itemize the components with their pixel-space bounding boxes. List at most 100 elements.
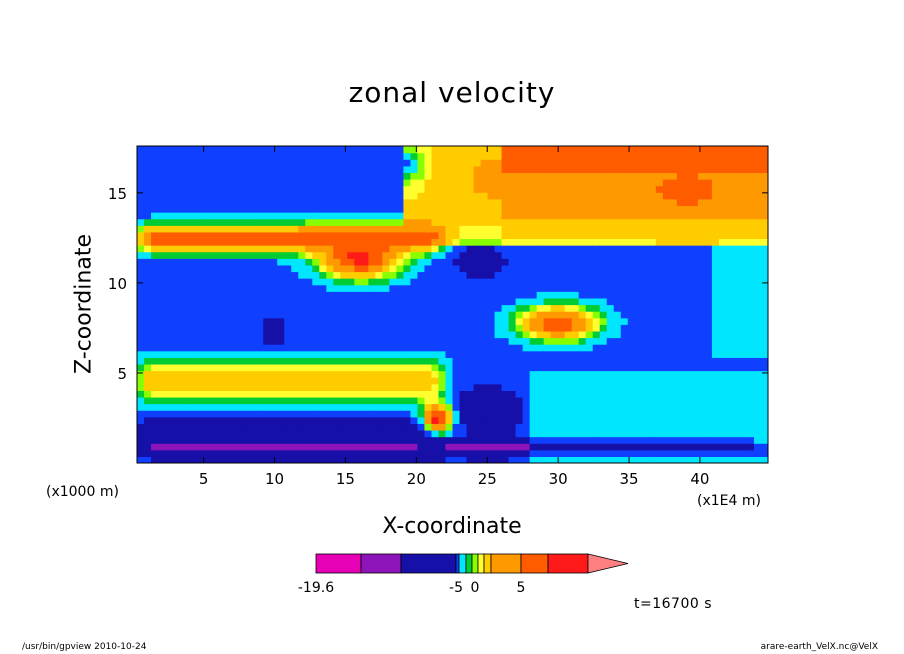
- field-cell: [459, 410, 468, 418]
- field-cell: [361, 350, 369, 358]
- field-cell: [354, 377, 362, 385]
- field-cell: [634, 363, 643, 372]
- field-cell: [200, 297, 208, 306]
- field-cell: [165, 238, 173, 246]
- field-cell: [333, 396, 341, 405]
- field-cell: [536, 284, 545, 292]
- field-cell: [172, 165, 180, 174]
- field-cell: [543, 218, 552, 226]
- field-cell: [172, 363, 180, 372]
- field-cell: [445, 403, 454, 411]
- field-cell: [396, 456, 405, 463]
- field-cell: [445, 363, 454, 372]
- field-cell: [298, 205, 306, 213]
- field-cell: [256, 416, 264, 424]
- field-cell: [277, 258, 285, 266]
- field-cell: [690, 390, 699, 398]
- field-cell: [340, 165, 348, 174]
- field-cell: [711, 258, 720, 266]
- field-cell: [445, 152, 454, 160]
- field-cell: [424, 436, 433, 444]
- field-cell: [501, 449, 510, 457]
- field-cell: [564, 179, 573, 187]
- field-cell: [662, 377, 671, 385]
- field-cell: [704, 456, 713, 463]
- field-cell: [403, 324, 412, 332]
- field-cell: [487, 172, 496, 180]
- field-cell: [753, 152, 762, 160]
- field-cell: [375, 192, 383, 200]
- field-cell: [396, 231, 405, 240]
- field-cell: [354, 231, 362, 240]
- field-cell: [403, 284, 412, 292]
- field-cell: [536, 291, 545, 299]
- field-cell: [627, 436, 636, 444]
- field-cell: [648, 238, 657, 246]
- field-cell: [508, 443, 517, 451]
- field-cell: [291, 192, 299, 200]
- field-cell: [438, 172, 447, 180]
- field-cell: [662, 185, 671, 193]
- field-cell: [165, 264, 173, 273]
- field-cell: [753, 436, 762, 444]
- field-cell: [557, 238, 566, 246]
- field-cell: [179, 410, 187, 418]
- field-cell: [515, 330, 524, 339]
- field-cell: [179, 212, 187, 220]
- field-cell: [284, 297, 292, 306]
- field-cell: [410, 218, 419, 226]
- field-cell: [466, 152, 475, 160]
- field-cell: [529, 212, 538, 220]
- field-cell: [235, 350, 243, 358]
- field-cell: [599, 449, 608, 457]
- field-cell: [536, 377, 545, 385]
- field-cell: [326, 363, 334, 372]
- field-cell: [648, 456, 657, 463]
- field-cell: [648, 429, 657, 438]
- field-cell: [228, 258, 236, 266]
- field-cell: [151, 317, 159, 325]
- field-cell: [284, 245, 292, 253]
- field-cell: [333, 449, 341, 457]
- field-cell: [249, 264, 257, 273]
- field-cell: [711, 146, 720, 154]
- field-cell: [599, 456, 608, 463]
- field-cell: [263, 304, 271, 312]
- field-cell: [452, 337, 461, 345]
- field-cell: [438, 297, 447, 306]
- field-cell: [228, 344, 236, 352]
- field-cell: [242, 245, 250, 253]
- field-cell: [634, 304, 643, 312]
- field-cell: [277, 324, 285, 332]
- field-cell: [585, 370, 594, 378]
- field-cell: [396, 251, 405, 259]
- field-cell: [340, 297, 348, 306]
- field-cell: [704, 383, 713, 391]
- field-cell: [536, 456, 545, 463]
- field-cell: [473, 238, 482, 246]
- field-cell: [249, 357, 257, 365]
- field-cell: [634, 377, 643, 385]
- field-cell: [508, 152, 517, 160]
- field-cell: [571, 225, 580, 233]
- field-cell: [417, 390, 426, 398]
- field-cell: [158, 350, 166, 358]
- field-cell: [585, 396, 594, 405]
- field-cell: [753, 271, 762, 279]
- field-cell: [242, 258, 250, 266]
- field-cell: [165, 271, 173, 279]
- field-cell: [508, 192, 517, 200]
- field-cell: [487, 297, 496, 306]
- field-cell: [515, 225, 524, 233]
- field-cell: [508, 330, 517, 339]
- field-cell: [452, 383, 461, 391]
- field-cell: [270, 416, 278, 424]
- field-cell: [137, 410, 145, 418]
- field-cell: [312, 198, 320, 207]
- field-cell: [585, 212, 594, 220]
- field-cell: [263, 231, 271, 240]
- field-cell: [613, 304, 622, 312]
- field-cell: [466, 436, 475, 444]
- field-cell: [704, 311, 713, 319]
- field-cell: [718, 383, 727, 391]
